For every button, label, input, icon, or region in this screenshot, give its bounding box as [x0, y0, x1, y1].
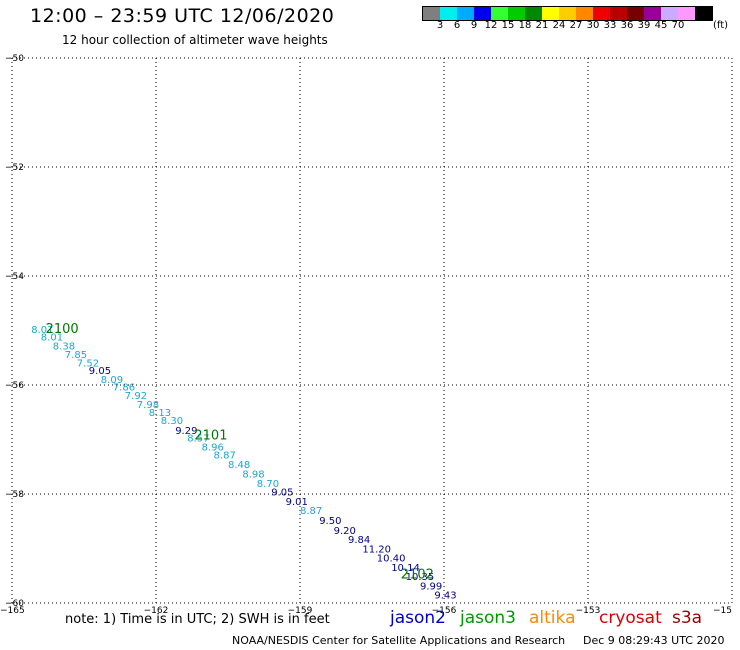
- legend-label: 9: [470, 20, 478, 31]
- legend-swatch: [423, 7, 440, 20]
- wave-height-point: 8.30: [161, 416, 183, 427]
- wave-height-point: 9.29: [175, 426, 197, 437]
- wave-height-point: 8.09: [101, 375, 123, 386]
- wave-height-point: 8.13: [149, 408, 171, 419]
- legend-swatch: [576, 7, 593, 20]
- legend-label: 18: [518, 20, 532, 31]
- legend-swatch: [644, 7, 661, 20]
- wave-height-point: 8.57: [187, 434, 209, 445]
- x-tick-label: −159: [288, 606, 313, 616]
- wave-height-point: 9.50: [319, 516, 341, 527]
- legend-label: 36: [620, 20, 634, 31]
- legend-label: 33: [603, 20, 617, 31]
- x-tick-label: −156: [432, 606, 457, 616]
- legend-label: 15: [501, 20, 515, 31]
- legend-swatch: [508, 7, 525, 20]
- legend-label: 24: [552, 20, 566, 31]
- legend-swatch: [627, 7, 644, 20]
- legend-swatch: [474, 7, 491, 20]
- wave-height-point: 10.14: [391, 563, 420, 574]
- time-label: 2100: [46, 322, 79, 337]
- wave-height-point: 10.35: [406, 572, 435, 583]
- wave-height-point: 7.98: [137, 400, 159, 411]
- wave-height-point: 10.40: [377, 554, 406, 565]
- legend-swatch: [559, 7, 576, 20]
- x-tick-label: −162: [144, 606, 169, 616]
- y-tick-label: −52: [5, 163, 24, 173]
- wave-height-point: 9.01: [286, 497, 308, 508]
- chart-title: 12:00 – 23:59 UTC 12/06/2020: [30, 5, 335, 27]
- x-tick-label: −15: [713, 606, 732, 616]
- wave-height-point: 8.38: [53, 342, 75, 353]
- color-scale-legend: [422, 6, 713, 21]
- wave-height-point: 8.01: [41, 332, 63, 343]
- wave-height-point: 9.99: [420, 581, 442, 592]
- legend-label: 39: [637, 20, 651, 31]
- time-label: 2101: [194, 429, 227, 444]
- wave-height-point: 9.20: [334, 526, 356, 537]
- x-tick-label: −153: [576, 606, 601, 616]
- y-tick-label: −56: [5, 381, 24, 391]
- wave-height-point: 8.70: [257, 479, 279, 490]
- legend-swatch: [678, 7, 695, 20]
- y-tick-label: −58: [5, 490, 24, 500]
- legend-swatch: [695, 7, 712, 20]
- wave-height-point: 9.43: [434, 591, 456, 602]
- wave-height-point: 8.48: [228, 460, 250, 471]
- wave-height-point: 8.96: [202, 442, 224, 453]
- legend-label: 12: [484, 20, 498, 31]
- generated-timestamp: Dec 9 08:29:43 UTC 2020: [583, 634, 725, 647]
- legend-swatch: [525, 7, 542, 20]
- wave-height-point: 7.92: [125, 391, 147, 402]
- wave-height-point: 7.52: [77, 358, 99, 369]
- y-tick-label: −54: [5, 272, 24, 282]
- wave-height-point: 8.01: [31, 325, 53, 336]
- legend-label: 45: [654, 20, 668, 31]
- y-tick-label: −60: [5, 599, 24, 609]
- wave-height-point: 9.05: [271, 488, 293, 499]
- wave-height-point: 8.87: [300, 506, 322, 517]
- legend-swatch: [593, 7, 610, 20]
- satellite-label: cryosat: [599, 608, 662, 628]
- legend-label: 3: [436, 20, 444, 31]
- chart-subtitle: 12 hour collection of altimeter wave hei…: [62, 33, 328, 47]
- wave-height-point: 7.85: [65, 350, 87, 361]
- satellite-label: jason3: [460, 608, 516, 628]
- wave-height-point: 11.20: [362, 544, 391, 555]
- legend-swatch: [491, 7, 508, 20]
- time-label: 2102: [401, 567, 434, 582]
- color-scale-labels: 3 6 9 12 15 18 21 24 27 30 33 36 39 45 70: [422, 20, 740, 34]
- legend-swatch: [440, 7, 457, 20]
- wave-height-point: 9.84: [348, 535, 370, 546]
- credit-text: NOAA/NESDIS Center for Satellite Applica…: [232, 634, 566, 647]
- wave-height-point: 8.87: [214, 451, 236, 462]
- y-tick-label: −50: [5, 54, 24, 64]
- legend-swatch: [542, 7, 559, 20]
- x-tick-label: −165: [0, 606, 25, 616]
- wave-height-point: 8.98: [242, 470, 264, 481]
- legend-swatch: [661, 7, 678, 20]
- legend-label: 70: [671, 20, 685, 31]
- legend-label: 6: [453, 20, 461, 31]
- legend-swatch: [457, 7, 474, 20]
- wave-height-point: 9.05: [89, 366, 111, 377]
- legend-label: 30: [586, 20, 600, 31]
- satellite-label: jason2: [390, 608, 446, 628]
- satellite-label: s3a: [672, 608, 703, 628]
- legend-swatch: [610, 7, 627, 20]
- wave-height-point: 7.86: [113, 382, 135, 393]
- color-scale-unit: (ft): [713, 20, 729, 31]
- legend-label: 21: [535, 20, 549, 31]
- legend-label: 27: [569, 20, 583, 31]
- footer-note: note: 1) Time is in UTC; 2) SWH is in fe…: [65, 612, 330, 627]
- satellite-label: altika: [529, 608, 576, 628]
